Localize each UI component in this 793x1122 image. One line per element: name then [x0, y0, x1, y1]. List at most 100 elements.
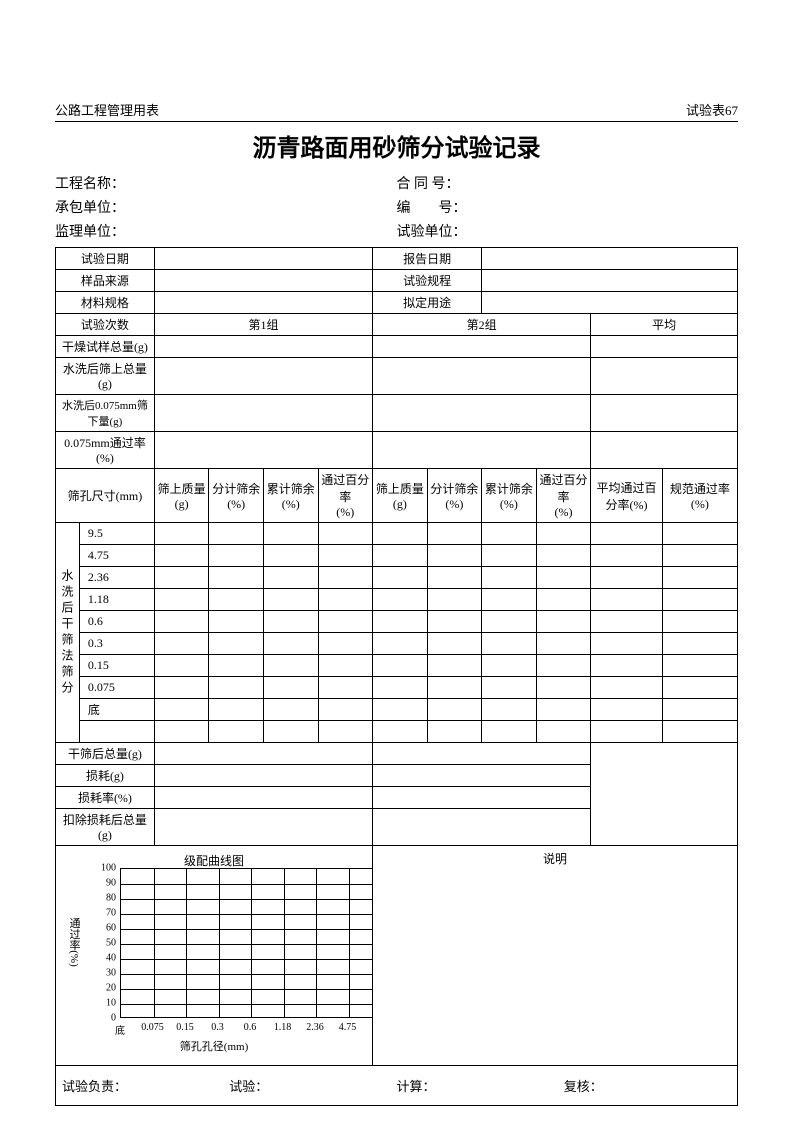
- data-cell[interactable]: [536, 633, 591, 655]
- data-cell[interactable]: [591, 611, 663, 633]
- data-cell[interactable]: [536, 523, 591, 545]
- data-cell[interactable]: [591, 545, 663, 567]
- val-test-spec[interactable]: [482, 270, 738, 292]
- data-cell[interactable]: [662, 545, 737, 567]
- data-cell[interactable]: [373, 589, 428, 611]
- data-cell[interactable]: [427, 633, 482, 655]
- data-cell[interactable]: [591, 699, 663, 721]
- data-cell[interactable]: [154, 655, 209, 677]
- data-cell[interactable]: [154, 721, 209, 743]
- data-cell[interactable]: [591, 633, 663, 655]
- data-cell[interactable]: [263, 699, 318, 721]
- data-cell[interactable]: [427, 545, 482, 567]
- data-cell[interactable]: [263, 721, 318, 743]
- data-cell[interactable]: [154, 523, 209, 545]
- val-report-date[interactable]: [482, 248, 738, 270]
- data-cell[interactable]: [209, 611, 264, 633]
- data-cell[interactable]: [318, 567, 373, 589]
- data-cell[interactable]: [536, 655, 591, 677]
- data-cell[interactable]: [154, 633, 209, 655]
- data-cell[interactable]: [482, 699, 537, 721]
- data-cell[interactable]: [591, 567, 663, 589]
- data-cell[interactable]: [373, 677, 428, 699]
- data-cell[interactable]: [427, 677, 482, 699]
- data-cell[interactable]: [427, 523, 482, 545]
- data-cell[interactable]: [154, 567, 209, 589]
- data-cell[interactable]: [591, 721, 663, 743]
- data-cell[interactable]: [373, 523, 428, 545]
- data-cell[interactable]: [591, 655, 663, 677]
- data-cell[interactable]: [662, 567, 737, 589]
- data-cell[interactable]: [373, 633, 428, 655]
- data-cell[interactable]: [263, 545, 318, 567]
- data-cell[interactable]: [263, 589, 318, 611]
- data-cell[interactable]: [318, 633, 373, 655]
- data-cell[interactable]: [373, 699, 428, 721]
- val-intended-use[interactable]: [482, 292, 738, 314]
- data-cell[interactable]: [662, 589, 737, 611]
- data-cell[interactable]: [318, 523, 373, 545]
- data-cell[interactable]: [536, 567, 591, 589]
- data-cell[interactable]: [209, 545, 264, 567]
- data-cell[interactable]: [263, 523, 318, 545]
- data-cell[interactable]: [482, 567, 537, 589]
- data-cell[interactable]: [482, 589, 537, 611]
- data-cell[interactable]: [154, 589, 209, 611]
- data-cell[interactable]: [662, 611, 737, 633]
- data-cell[interactable]: [427, 567, 482, 589]
- data-cell[interactable]: [662, 699, 737, 721]
- data-cell[interactable]: [662, 721, 737, 743]
- data-cell[interactable]: [482, 721, 537, 743]
- data-cell[interactable]: [482, 633, 537, 655]
- data-cell[interactable]: [536, 677, 591, 699]
- data-cell[interactable]: [373, 545, 428, 567]
- data-cell[interactable]: [154, 611, 209, 633]
- data-cell[interactable]: [209, 589, 264, 611]
- data-cell[interactable]: [536, 721, 591, 743]
- data-cell[interactable]: [427, 655, 482, 677]
- data-cell[interactable]: [591, 677, 663, 699]
- data-cell[interactable]: [591, 589, 663, 611]
- data-cell[interactable]: [263, 633, 318, 655]
- data-cell[interactable]: [662, 523, 737, 545]
- data-cell[interactable]: [154, 677, 209, 699]
- data-cell[interactable]: [427, 699, 482, 721]
- data-cell[interactable]: [482, 655, 537, 677]
- data-cell[interactable]: [154, 699, 209, 721]
- data-cell[interactable]: [318, 699, 373, 721]
- data-cell[interactable]: [318, 655, 373, 677]
- data-cell[interactable]: [209, 699, 264, 721]
- data-cell[interactable]: [209, 633, 264, 655]
- data-cell[interactable]: [482, 611, 537, 633]
- data-cell[interactable]: [482, 523, 537, 545]
- data-cell[interactable]: [318, 677, 373, 699]
- data-cell[interactable]: [263, 655, 318, 677]
- data-cell[interactable]: [482, 677, 537, 699]
- data-cell[interactable]: [373, 567, 428, 589]
- data-cell[interactable]: [209, 721, 264, 743]
- data-cell[interactable]: [427, 721, 482, 743]
- explain-cell[interactable]: 说明: [373, 846, 738, 1066]
- data-cell[interactable]: [318, 545, 373, 567]
- data-cell[interactable]: [662, 677, 737, 699]
- data-cell[interactable]: [427, 589, 482, 611]
- data-cell[interactable]: [373, 611, 428, 633]
- data-cell[interactable]: [318, 611, 373, 633]
- data-cell[interactable]: [373, 655, 428, 677]
- data-cell[interactable]: [536, 545, 591, 567]
- data-cell[interactable]: [209, 523, 264, 545]
- data-cell[interactable]: [373, 721, 428, 743]
- data-cell[interactable]: [427, 611, 482, 633]
- data-cell[interactable]: [154, 545, 209, 567]
- data-cell[interactable]: [536, 589, 591, 611]
- val-sample-source[interactable]: [154, 270, 372, 292]
- data-cell[interactable]: [662, 655, 737, 677]
- data-cell[interactable]: [318, 721, 373, 743]
- data-cell[interactable]: [263, 677, 318, 699]
- data-cell[interactable]: [263, 567, 318, 589]
- data-cell[interactable]: [482, 545, 537, 567]
- data-cell[interactable]: [591, 523, 663, 545]
- data-cell[interactable]: [536, 699, 591, 721]
- val-material-spec[interactable]: [154, 292, 372, 314]
- data-cell[interactable]: [318, 589, 373, 611]
